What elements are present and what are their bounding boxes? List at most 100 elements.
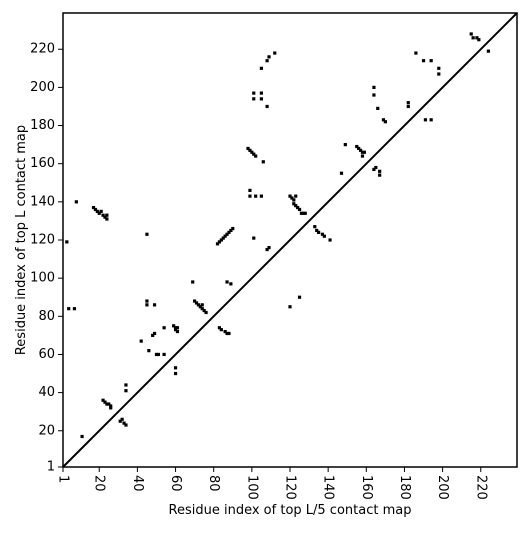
data-point bbox=[95, 209, 99, 213]
data-point bbox=[292, 202, 296, 206]
data-point bbox=[406, 101, 410, 105]
data-point bbox=[124, 389, 128, 393]
data-point bbox=[475, 36, 479, 40]
data-point bbox=[374, 165, 378, 170]
data-point bbox=[250, 150, 254, 154]
diagonal-line bbox=[62, 12, 518, 468]
x-tick-label: 160 bbox=[359, 475, 374, 500]
x-tick-label: 200 bbox=[435, 475, 450, 500]
data-point bbox=[65, 240, 69, 244]
data-point bbox=[231, 226, 235, 231]
data-point bbox=[292, 198, 296, 202]
data-point bbox=[91, 205, 96, 210]
data-point bbox=[225, 331, 229, 336]
data-point bbox=[109, 404, 113, 408]
data-point bbox=[360, 150, 365, 154]
data-point bbox=[223, 329, 227, 334]
x-tick-label: 100 bbox=[244, 475, 259, 500]
data-point bbox=[229, 282, 233, 286]
data-point bbox=[383, 120, 387, 124]
data-point bbox=[421, 59, 426, 63]
y-tick-label: 1 bbox=[47, 460, 55, 475]
data-point bbox=[290, 196, 294, 200]
data-point bbox=[248, 194, 252, 198]
data-point bbox=[252, 91, 256, 95]
data-point bbox=[429, 59, 433, 63]
data-point bbox=[118, 419, 122, 423]
y-tick-label: 120 bbox=[30, 233, 55, 248]
y-tick-label: 200 bbox=[30, 80, 55, 95]
y-tick-label: 80 bbox=[38, 309, 55, 324]
data-point bbox=[265, 247, 269, 252]
data-point bbox=[109, 406, 113, 410]
data-point bbox=[173, 371, 178, 376]
data-point bbox=[252, 152, 256, 156]
x-tick-label: 140 bbox=[321, 475, 336, 500]
data-point bbox=[103, 400, 107, 404]
x-tick-label: 60 bbox=[168, 475, 183, 492]
data-point bbox=[259, 91, 263, 95]
data-point bbox=[105, 213, 109, 217]
data-point bbox=[328, 238, 332, 242]
data-point bbox=[301, 211, 305, 215]
y-tick-label: 180 bbox=[30, 118, 55, 133]
data-point bbox=[265, 104, 269, 109]
data-point bbox=[267, 55, 271, 59]
y-axis-label: Residue index of top L contact map bbox=[14, 125, 29, 355]
data-point bbox=[122, 421, 126, 425]
data-point bbox=[193, 299, 197, 303]
data-point bbox=[315, 228, 319, 233]
data-point bbox=[414, 51, 418, 55]
data-point bbox=[67, 307, 71, 311]
x-axis-label: Residue index of top L/5 contact map bbox=[169, 503, 412, 518]
data-point bbox=[254, 194, 258, 198]
data-point bbox=[124, 423, 128, 427]
data-point bbox=[360, 154, 365, 158]
data-point bbox=[103, 215, 107, 219]
data-point bbox=[105, 217, 109, 221]
data-point bbox=[93, 207, 98, 212]
data-point bbox=[378, 173, 382, 177]
data-point bbox=[297, 207, 302, 212]
data-point bbox=[223, 234, 227, 238]
data-point bbox=[267, 246, 271, 250]
data-point bbox=[124, 383, 128, 387]
y-tick-label: 140 bbox=[30, 194, 55, 209]
data-point bbox=[105, 402, 109, 406]
data-point bbox=[145, 299, 149, 303]
data-point bbox=[273, 51, 277, 55]
data-point bbox=[322, 234, 326, 238]
data-point bbox=[317, 230, 321, 234]
data-point bbox=[99, 209, 103, 213]
data-point bbox=[339, 171, 344, 175]
data-point bbox=[101, 398, 105, 402]
data-point bbox=[303, 211, 307, 215]
data-point bbox=[162, 352, 166, 357]
data-point bbox=[252, 97, 256, 101]
data-point bbox=[175, 326, 180, 330]
data-point bbox=[191, 280, 195, 284]
y-tick-label: 100 bbox=[30, 271, 55, 286]
data-point bbox=[139, 339, 143, 343]
data-point bbox=[288, 305, 292, 309]
data-point bbox=[372, 93, 376, 97]
x-tick-label: 80 bbox=[206, 475, 221, 492]
data-point bbox=[225, 232, 229, 236]
data-point bbox=[162, 326, 166, 330]
data-point bbox=[259, 194, 263, 198]
data-point bbox=[288, 194, 292, 198]
data-point bbox=[296, 205, 300, 210]
data-point bbox=[173, 328, 178, 332]
data-point bbox=[357, 146, 361, 151]
data-point bbox=[313, 225, 317, 229]
data-point bbox=[152, 331, 157, 336]
y-tick-label: 160 bbox=[30, 156, 55, 171]
data-point bbox=[358, 148, 363, 152]
data-point bbox=[294, 204, 298, 208]
data-point bbox=[248, 148, 252, 152]
data-point bbox=[173, 366, 178, 370]
data-point bbox=[471, 36, 475, 40]
data-point bbox=[429, 118, 433, 122]
